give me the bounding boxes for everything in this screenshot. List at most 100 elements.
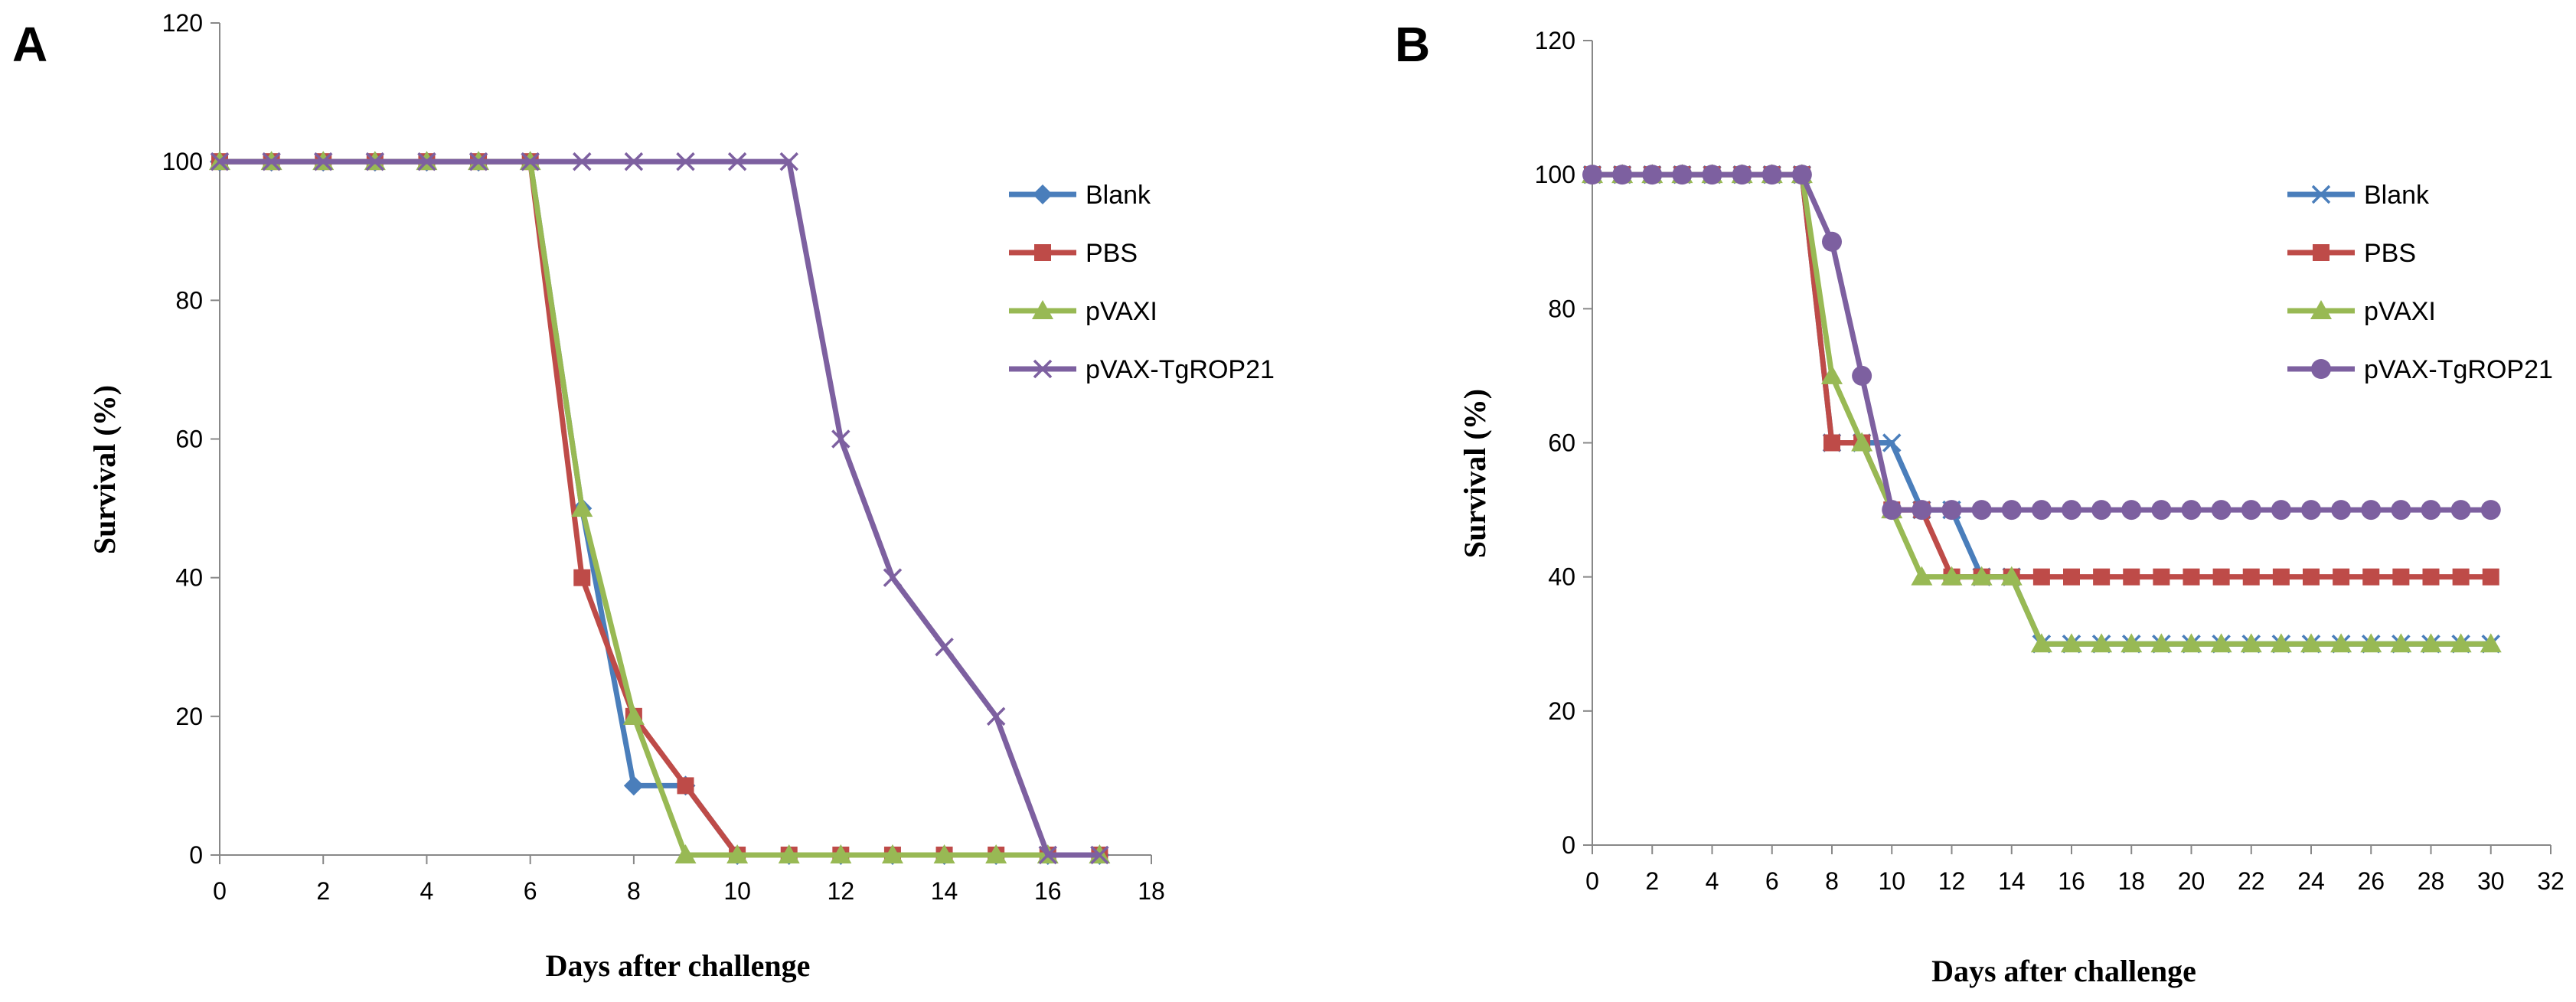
legend-item-pvaxi: pVAXI <box>1009 297 1157 326</box>
y-tick-label: 40 <box>1548 563 1575 591</box>
legend-item-pbs: PBS <box>1009 239 1138 268</box>
x-tick-label: 20 <box>2178 867 2205 895</box>
data-point <box>2180 633 2202 653</box>
data-point <box>883 568 903 587</box>
data-point <box>2242 568 2260 586</box>
x-tick-label: 30 <box>2477 867 2505 895</box>
data-point <box>2300 633 2322 653</box>
x-tick-label: 6 <box>1765 867 1779 895</box>
x-tick-label: 2 <box>316 877 330 905</box>
data-point <box>1970 566 1993 586</box>
legend-label: Blank <box>1086 181 1151 210</box>
x-axis-title: Days after challenge <box>546 948 811 983</box>
legend-marker <box>2310 300 2332 319</box>
x-tick-label: 14 <box>1998 867 2026 895</box>
data-point <box>2063 568 2080 586</box>
data-point <box>2153 568 2170 586</box>
data-point <box>831 429 851 449</box>
x-tick-label: 32 <box>2537 867 2565 895</box>
data-point <box>2362 568 2380 586</box>
data-point <box>2390 633 2412 653</box>
data-point <box>830 844 852 863</box>
data-point <box>573 152 592 171</box>
data-point <box>624 152 644 171</box>
data-point <box>2091 633 2113 653</box>
legend-label: PBS <box>2364 239 2416 268</box>
data-point <box>2121 633 2143 653</box>
legend: Blank PBS pVAXI pVAX-TgROP21 <box>2287 181 2553 384</box>
data-point <box>726 844 749 863</box>
legend-marker <box>1033 184 1053 204</box>
data-point <box>2331 500 2352 521</box>
y-tick-label: 0 <box>189 841 203 869</box>
data-point <box>986 707 1006 726</box>
x-tick-label: 4 <box>1706 867 1719 895</box>
data-point <box>573 569 591 586</box>
data-point <box>2333 568 2350 586</box>
x-axis-title: Days after challenge <box>1931 954 2196 988</box>
x-tick-label: 2 <box>1645 867 1659 895</box>
series-pvax-tgrop21 <box>210 152 1109 865</box>
x-tick-label: 0 <box>1585 867 1599 895</box>
data-point <box>2030 633 2052 653</box>
data-point <box>2093 568 2111 586</box>
legend-item-pvaxi: pVAXI <box>2287 297 2436 326</box>
data-point <box>1612 165 1633 185</box>
data-point <box>935 638 954 657</box>
data-point <box>1822 231 1842 252</box>
data-point <box>674 844 697 863</box>
data-point <box>1821 364 1843 384</box>
data-point <box>2123 568 2140 586</box>
y-tick-label: 0 <box>1562 831 1575 859</box>
data-point <box>2391 500 2411 521</box>
data-point <box>2183 568 2200 586</box>
data-point <box>933 844 955 863</box>
data-point <box>2420 633 2442 653</box>
legend-item-pvax-tgrop21: pVAX-TgROP21 <box>2287 355 2553 384</box>
x-tick-label: 26 <box>2357 867 2385 895</box>
x-tick-label: 14 <box>931 877 958 905</box>
data-point <box>2151 500 2172 521</box>
data-point <box>676 152 695 171</box>
series-pvaxi <box>209 151 1111 863</box>
x-tick-label: 4 <box>420 877 434 905</box>
data-point <box>2270 633 2292 653</box>
series-line <box>220 158 1100 858</box>
y-tick-label: 120 <box>162 9 203 37</box>
legend-item-blank: Blank <box>2287 181 2430 210</box>
y-tick-label: 20 <box>175 703 203 730</box>
x-tick-label: 18 <box>2117 867 2145 895</box>
data-point <box>2150 633 2173 653</box>
legend-marker <box>1032 300 1053 319</box>
x-tick-label: 10 <box>723 877 751 905</box>
data-point <box>1642 165 1663 185</box>
data-point <box>1941 500 1962 521</box>
data-point <box>1038 845 1058 865</box>
data-point <box>2031 500 2052 521</box>
x-tick-label: 6 <box>524 877 537 905</box>
data-point <box>210 152 230 171</box>
y-tick-label: 100 <box>162 148 203 175</box>
data-point <box>417 152 436 171</box>
y-tick-label: 120 <box>1535 27 1575 54</box>
data-point <box>623 775 644 796</box>
data-point <box>2330 633 2352 653</box>
data-point <box>727 152 747 171</box>
series-blank <box>210 152 1110 865</box>
x-tick-label: 12 <box>1938 867 1966 895</box>
data-point <box>2212 568 2230 586</box>
data-point <box>1971 500 1992 521</box>
data-point <box>881 844 903 863</box>
x-tick-label: 10 <box>1878 867 1905 895</box>
y-tick-label: 100 <box>1535 161 1575 188</box>
data-point <box>2480 500 2501 521</box>
data-point <box>365 152 385 171</box>
x-tick-label: 28 <box>2418 867 2445 895</box>
panel-label: B <box>1395 17 1430 72</box>
x-tick-label: 16 <box>1034 877 1062 905</box>
data-point <box>1761 165 1782 185</box>
data-point <box>2422 568 2440 586</box>
legend-item-pvax-tgrop21: pVAX-TgROP21 <box>1009 355 1275 384</box>
data-point <box>262 152 281 171</box>
